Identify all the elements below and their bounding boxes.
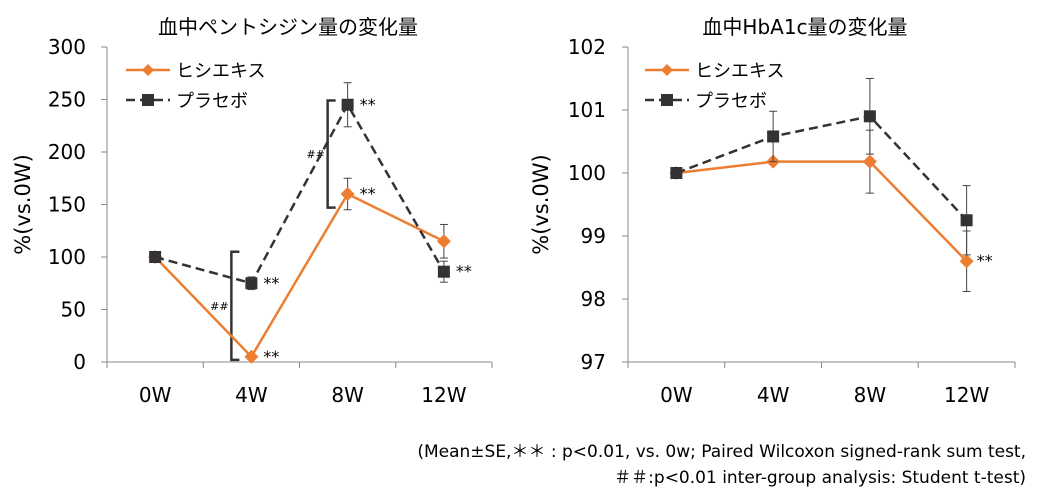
chart1-series-hishi-point: [244, 349, 259, 364]
chart1-y-tick-label: 200: [48, 140, 86, 164]
chart2-x-tick-label: 12W: [944, 383, 989, 407]
chart1-series-hishi-line: [154, 192, 445, 359]
chart1-series-hishi-point: [436, 234, 451, 249]
chart1-significance-label: **: [360, 184, 376, 203]
chart1-significance-label: **: [456, 262, 472, 281]
chart1-bracket-label: ##: [210, 300, 228, 313]
chart1-x-tick-label: 12W: [421, 383, 466, 407]
footnote-line-2: ＃＃:p<0.01 inter-group analysis: Student …: [614, 468, 1026, 488]
chart2-title: 血中HbA1c量の変化量: [702, 15, 907, 39]
chart2-legend-label: プラセボ: [695, 91, 767, 112]
chart2-legend-marker: [661, 64, 673, 76]
chart1-x-tick-label: 0W: [139, 383, 172, 407]
chart1-title: 血中ペントシジン量の変化量: [158, 15, 418, 39]
chart2-series-hishi-point: [862, 154, 877, 169]
chart1-significance-bracket: [326, 99, 336, 209]
chart2-series-placebo-point: [670, 167, 683, 179]
chart1-x-tick-label: 8W: [331, 383, 364, 407]
chart2-series-hishi-line: [676, 160, 968, 263]
chart2-y-tick-label: 102: [568, 35, 606, 59]
chart2-legend-label: ヒシエキス: [695, 61, 784, 82]
chart1-legend-label: プラセボ: [176, 91, 248, 112]
chart1-significance-label: **: [263, 273, 279, 292]
chart1-y-axis-label: %(vs.0W): [11, 154, 35, 255]
chart2-series-placebo-point: [767, 130, 780, 143]
chart1-significance-bracket: [230, 250, 240, 362]
chart2-y-tick-label: 97: [581, 350, 606, 374]
chart2-x-tick-label: 4W: [757, 383, 790, 407]
chart1-series-placebo-point: [149, 251, 162, 263]
chart2-series-placebo-point: [960, 214, 973, 227]
chart1-series-placebo-point: [437, 265, 450, 278]
chart1-x-tick-label: 4W: [235, 383, 268, 407]
chart1-y-tick-label: 50: [61, 298, 86, 322]
chart2-y-tick-label: 100: [568, 161, 606, 185]
chart2-y-tick-label: 99: [581, 224, 606, 248]
chart1-series-hishi-point: [340, 187, 355, 201]
chart1-significance-label: **: [263, 347, 279, 366]
chart2-series-hishi-point: [959, 254, 974, 269]
chart2-x-tick-label: 0W: [660, 383, 693, 407]
chart1-significance-label: **: [360, 95, 376, 114]
chart2-y-tick-label: 101: [568, 98, 606, 122]
chart1-series-placebo-point: [245, 277, 258, 290]
chart1-legend-marker: [142, 64, 154, 76]
chart2-y-axis-label: %(vs.0W): [529, 154, 553, 255]
chart1-series-placebo-line: [154, 102, 445, 285]
chart1-y-tick-label: 300: [48, 35, 86, 59]
chart2-y-tick-label: 98: [581, 287, 606, 311]
chart2-x-tick-label: 8W: [854, 383, 887, 407]
chart1-y-tick-label: 0: [73, 350, 86, 374]
chart2-series-placebo-point: [863, 110, 876, 123]
footnote-line-1: (Mean±SE,＊＊ : p<0.01, vs. 0w; Paired Wil…: [417, 442, 1026, 462]
chart1-legend-marker: [142, 94, 154, 106]
chart1-y-tick-label: 100: [48, 245, 86, 269]
chart1-y-tick-label: 150: [48, 193, 86, 217]
chart2-series-placebo-line: [675, 114, 968, 222]
chart1-y-tick-label: 250: [48, 88, 86, 112]
chart1-legend-label: ヒシエキス: [176, 61, 265, 82]
chart1-series-placebo-point: [341, 98, 354, 111]
chart2-legend-marker: [661, 94, 673, 106]
chart2-significance-label: **: [977, 251, 993, 270]
